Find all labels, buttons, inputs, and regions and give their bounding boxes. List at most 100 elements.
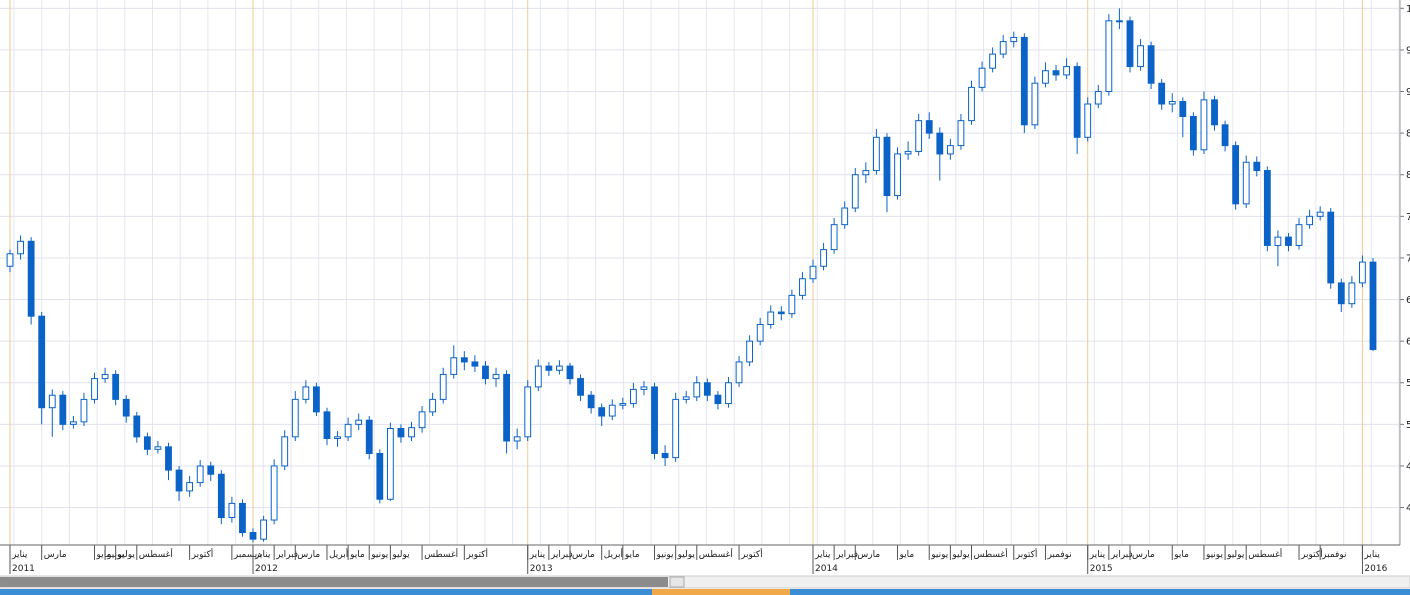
candle-body — [1158, 82, 1166, 105]
candle-body — [59, 394, 67, 425]
x-tick-label: أغسطس — [139, 548, 173, 560]
candle-body — [122, 398, 130, 417]
candle-body — [397, 428, 405, 438]
y-tick-label: 9 — [1406, 87, 1410, 98]
candle-body — [1274, 236, 1282, 246]
candle-body — [69, 421, 77, 425]
candle-body — [429, 398, 437, 413]
x-tick-label: أبريل — [604, 548, 623, 560]
candle-body — [1063, 66, 1070, 76]
candle-body — [207, 465, 215, 475]
candle-body — [17, 240, 24, 255]
candle-body — [1306, 215, 1314, 226]
candle-body — [1042, 70, 1049, 84]
y-tick-label: 8 — [1406, 170, 1410, 181]
x-tick-label: مارس — [297, 550, 320, 560]
candle-body — [471, 361, 479, 367]
candle-body — [788, 294, 796, 315]
x-tick-label: مايو — [624, 550, 640, 560]
candle-body — [545, 365, 553, 371]
candle-body — [946, 145, 954, 155]
x-tick-label: أكتوبر — [1015, 548, 1038, 560]
candle-body — [91, 378, 98, 400]
candle-body — [693, 382, 701, 398]
candle-body — [133, 415, 141, 438]
candle-body — [492, 373, 500, 380]
year-label: 2013 — [530, 564, 553, 574]
candle-body — [957, 120, 965, 147]
x-tick-label: مارس — [572, 550, 595, 560]
candle-body — [883, 136, 891, 197]
candle-body — [376, 452, 384, 500]
y-tick-label: 8 — [1406, 129, 1410, 140]
candle-body — [841, 207, 849, 226]
candle-body — [851, 174, 859, 209]
candle-body — [936, 132, 944, 155]
candle-body — [735, 361, 743, 384]
candle-body — [1285, 236, 1292, 246]
x-tick-label: أكتوبر — [465, 548, 488, 560]
candle-body — [1052, 70, 1060, 76]
x-tick-label: فبراير — [835, 550, 858, 560]
year-label: 2011 — [12, 564, 35, 574]
candle-body — [651, 386, 658, 454]
x-tick-label: يونيو — [656, 550, 675, 560]
scrollbar-thumb[interactable] — [0, 577, 668, 587]
candle-body — [1126, 20, 1134, 68]
candle-body — [661, 452, 669, 459]
x-tick-label: فبراير — [550, 550, 573, 560]
candle-body — [513, 436, 521, 442]
candle-body — [756, 324, 764, 342]
bottom-strip-highlight — [652, 589, 790, 595]
y-tick-label: 4 — [1406, 461, 1410, 472]
x-tick-label: يناير — [814, 550, 831, 560]
x-tick-label: مايو — [1173, 550, 1189, 560]
candle-body — [143, 436, 151, 450]
x-tick-label: يونيو — [930, 550, 949, 560]
year-label: 2012 — [255, 564, 278, 574]
candle-body — [799, 278, 806, 296]
candle-body — [608, 404, 616, 417]
candle-body — [313, 386, 320, 413]
y-tick-label: 7 — [1406, 212, 1410, 223]
candle-body — [830, 224, 838, 251]
candle-body — [725, 382, 732, 405]
plot-area — [0, 0, 1400, 545]
candle-body — [904, 150, 912, 155]
x-tick-label: مايو — [349, 550, 365, 560]
x-tick-label: يناير — [254, 550, 271, 560]
y-tick-label: 5 — [1406, 420, 1410, 431]
x-tick-label: أبريل — [329, 548, 348, 560]
x-tick-label: يونيو — [370, 550, 389, 560]
candle-body — [1031, 82, 1039, 126]
x-tick-label: يوليو — [391, 550, 410, 560]
candle-body — [809, 265, 817, 280]
candle-body — [1189, 115, 1197, 151]
candle-body — [629, 388, 637, 405]
candle-body — [165, 446, 172, 471]
scrollbar-handle[interactable] — [669, 576, 685, 588]
candle-body — [249, 532, 257, 540]
candle-body — [1137, 45, 1144, 68]
candle-body — [38, 315, 46, 409]
candle-body — [482, 365, 489, 380]
candle-body — [524, 386, 532, 438]
candle-body — [598, 407, 606, 417]
candle-body — [566, 365, 574, 380]
candle-body — [577, 378, 584, 396]
candle-body — [672, 398, 680, 459]
candle-body — [1337, 282, 1345, 305]
candle-body — [1253, 161, 1261, 172]
candle-body — [1020, 36, 1028, 126]
x-tick-label: يوليو — [951, 550, 970, 560]
candle-body — [112, 373, 120, 400]
candle-body — [270, 465, 278, 521]
candle-body — [80, 398, 88, 423]
candle-body — [894, 153, 901, 197]
candle-body — [175, 469, 183, 492]
y-tick-label: 9 — [1406, 45, 1410, 56]
x-tick-label: أكتوبر — [740, 548, 763, 560]
candle-body — [450, 357, 458, 375]
y-tick-label: 5 — [1406, 378, 1410, 389]
